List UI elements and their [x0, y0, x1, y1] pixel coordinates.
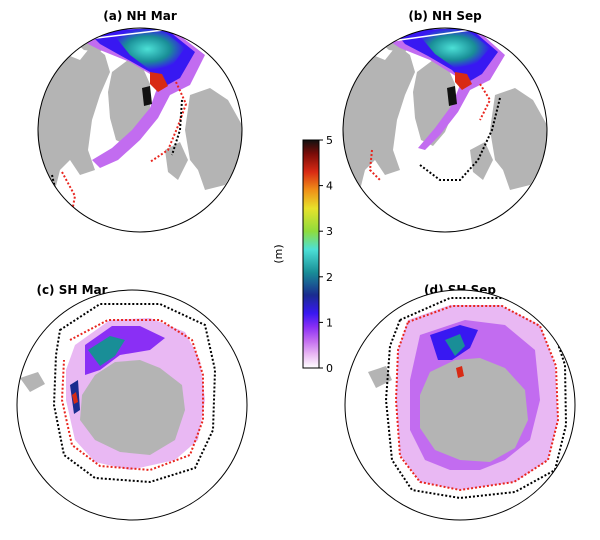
ice-mid-c [85, 326, 165, 375]
land-antarctica-d [420, 358, 528, 462]
ice-thick-b [415, 28, 490, 68]
land-islands [40, 32, 110, 134]
panel-title-c: (c) SH Mar [36, 283, 107, 297]
ice-edge-spot-d [456, 366, 464, 378]
colorbar-tick-label: 0 [326, 362, 333, 375]
colorbar-tick-label: 1 [326, 316, 333, 329]
map-d [345, 290, 575, 520]
ice-max-a [150, 72, 168, 92]
colorbar-ticks: 0 1 2 3 4 5 [319, 134, 333, 375]
ice-max-b [455, 72, 472, 90]
contour-red-d [394, 305, 560, 492]
contour-black-b [419, 97, 501, 181]
panel-a: (a) NH Mar [37, 9, 243, 233]
map-c [17, 290, 247, 520]
land-eurasia-b [490, 88, 547, 190]
ice-thick-c [88, 336, 125, 366]
colorbar-tick-label: 4 [326, 180, 333, 193]
land-south-america-c [20, 372, 45, 392]
land-north-america-b [343, 45, 415, 200]
contour-black-c [52, 303, 217, 484]
panel-c: (c) SH Mar [16, 283, 248, 521]
ice-thick-a [110, 28, 185, 70]
land-scandinavia-b [470, 142, 493, 180]
land-scandinavia [165, 142, 188, 180]
ice-black-b [447, 86, 457, 106]
panel-title-a: (a) NH Mar [103, 9, 177, 23]
land-south-america-d [368, 366, 392, 388]
colorbar-tick-label: 5 [326, 134, 333, 147]
colorbar-unit-label: (m) [272, 244, 285, 263]
land-antarctica-c [80, 360, 185, 455]
contour-black-d [384, 297, 568, 500]
land-north-america [38, 45, 110, 200]
ice-black-a [142, 86, 152, 106]
contour-red-b [368, 83, 492, 181]
land-eurasia [185, 88, 242, 190]
panel-b: (b) NH Sep [342, 9, 548, 233]
colorbar-gradient [302, 139, 320, 369]
colorbar: 0 1 2 3 4 5 (m) [272, 134, 333, 375]
panel-d: (d) SH Sep [344, 283, 576, 521]
colorbar-tick-label: 2 [326, 271, 333, 284]
map-b [343, 28, 547, 232]
ice-core-d [445, 334, 465, 356]
land-islands-b [345, 32, 415, 134]
ice-edge-spot-c [72, 392, 78, 404]
colorbar-tick-label: 3 [326, 225, 333, 238]
map-a [38, 28, 242, 232]
panel-title-b: (b) NH Sep [408, 9, 482, 23]
contour-red-c [60, 319, 204, 472]
